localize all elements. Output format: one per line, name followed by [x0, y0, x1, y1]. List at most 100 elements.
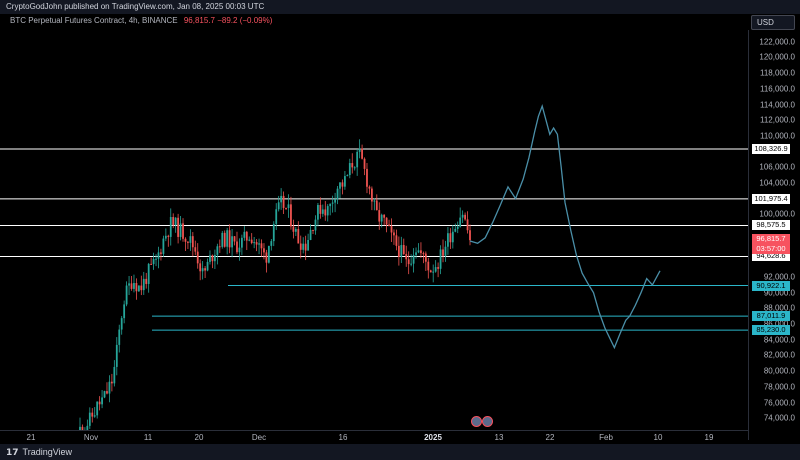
- candle-body: [130, 283, 133, 289]
- price-tick-label: 100,000.0: [759, 209, 795, 219]
- price-chart[interactable]: [0, 30, 748, 430]
- candle-body: [272, 223, 275, 242]
- footer-bar: 17 TradingView: [0, 444, 800, 460]
- candle-body: [388, 224, 390, 227]
- candle-body: [366, 168, 368, 187]
- candle-body: [147, 263, 150, 284]
- candle-body: [167, 235, 170, 237]
- price-tick-label: 84,000.0: [763, 335, 795, 345]
- candle-body: [88, 412, 91, 426]
- candle-body: [231, 236, 233, 248]
- publish-bar: CryptoGodJohn published on TradingView.c…: [0, 0, 800, 14]
- time-tick-label: Feb: [599, 433, 613, 442]
- candle-body: [461, 214, 464, 218]
- candle-body: [172, 216, 175, 226]
- candle-body: [223, 232, 226, 247]
- candle-body: [209, 255, 211, 262]
- price-level-label[interactable]: 85,230.0: [752, 325, 790, 336]
- candle-body: [245, 231, 248, 241]
- candle-body: [260, 243, 263, 249]
- candle-body: [451, 231, 454, 243]
- candle-body: [348, 163, 351, 176]
- candle-body: [429, 270, 432, 273]
- price-level-label[interactable]: 98,575.5: [752, 220, 790, 231]
- candle-body: [106, 391, 108, 394]
- tradingview-logo[interactable]: 17 TradingView: [6, 447, 72, 458]
- candle-body: [383, 214, 386, 218]
- price-level-label[interactable]: 94,628.6: [752, 251, 790, 262]
- candle-body: [263, 248, 265, 253]
- currency-button[interactable]: USD: [751, 15, 795, 30]
- candle-body: [307, 239, 310, 251]
- candle-body: [240, 237, 243, 248]
- candle-body: [164, 235, 167, 239]
- candle-body: [243, 231, 246, 238]
- candle-body: [179, 223, 182, 237]
- price-level-label[interactable]: 96,815.7: [752, 234, 790, 245]
- candle-body: [135, 283, 138, 292]
- price-axis[interactable]: 122,000.0 120,000.0 118,000.0 116,000.0 114,…: [748, 30, 800, 440]
- price-level-label[interactable]: 101,975.4: [752, 193, 790, 204]
- candle-body: [339, 182, 341, 189]
- event-flag-icon[interactable]: [471, 416, 482, 427]
- candle-body: [449, 233, 452, 243]
- candle-body: [86, 425, 89, 430]
- candle-body: [157, 252, 160, 259]
- candle-body: [319, 204, 322, 214]
- price-tick-label: 80,000.0: [763, 366, 795, 376]
- price-change: 96,815.7 −89.2 (−0.09%): [183, 16, 273, 25]
- candle-body: [385, 217, 388, 225]
- candle-body: [211, 255, 214, 262]
- price-level-label[interactable]: 90,922.1: [752, 280, 790, 291]
- price-tick-label: 78,000.0: [763, 382, 795, 392]
- price-tick-label: 112,000.0: [760, 115, 795, 125]
- candle-body: [275, 209, 278, 224]
- candle-body: [128, 283, 130, 286]
- price-level-label[interactable]: 108,326.9: [752, 144, 790, 154]
- time-tick-label: 21: [26, 433, 36, 442]
- candle-body: [81, 426, 84, 430]
- price-tick-label: 122,000.0: [759, 37, 795, 47]
- candle-body: [312, 229, 314, 231]
- candle-body: [182, 223, 184, 239]
- candle-body: [221, 232, 224, 247]
- price-tick-label: 82,000.0: [763, 350, 795, 360]
- candle-body: [280, 195, 283, 203]
- time-tick-label: 22: [545, 433, 555, 442]
- candle-body: [177, 217, 180, 237]
- candle-body: [344, 176, 346, 187]
- candle-body: [216, 246, 219, 255]
- price-tick-label: 92,000.0: [763, 272, 795, 282]
- price-tick-label: 118,000.0: [760, 68, 795, 78]
- candle-body: [302, 243, 305, 250]
- price-tick-label: 86,000.0: [763, 319, 795, 329]
- event-flag-icon[interactable]: [482, 416, 493, 427]
- candle-body: [439, 249, 442, 269]
- price-level-label[interactable]: 87,011.9: [752, 311, 790, 322]
- symbol-legend[interactable]: BTC Perpetual Futures Contract, 4h, BINA…: [10, 16, 272, 25]
- candle-body: [250, 239, 253, 243]
- candle-body: [189, 236, 192, 243]
- projected-path-line[interactable]: [469, 103, 661, 350]
- candle-body: [424, 253, 427, 262]
- candle-body: [422, 253, 425, 255]
- candle-body: [123, 304, 126, 319]
- candle-body: [407, 259, 410, 265]
- time-tick-label: 13: [494, 433, 504, 442]
- candle-body: [282, 195, 285, 208]
- candle-body: [285, 207, 287, 209]
- time-tick-label: 16: [338, 433, 348, 442]
- candle-body: [358, 148, 361, 152]
- candle-body: [174, 217, 177, 226]
- candle-body: [341, 182, 344, 187]
- candle-body: [258, 243, 260, 245]
- time-axis[interactable]: 21 Nov 11 20 Dec 16 2025 13 22 Feb 10 19: [0, 430, 748, 445]
- candle-body: [113, 366, 116, 384]
- candle-body: [363, 158, 366, 169]
- candle-body: [353, 167, 356, 169]
- candle-body: [96, 401, 99, 416]
- candle-body: [93, 415, 96, 417]
- candle-body: [103, 391, 106, 398]
- candle-body: [196, 251, 199, 264]
- candle-body: [454, 228, 457, 232]
